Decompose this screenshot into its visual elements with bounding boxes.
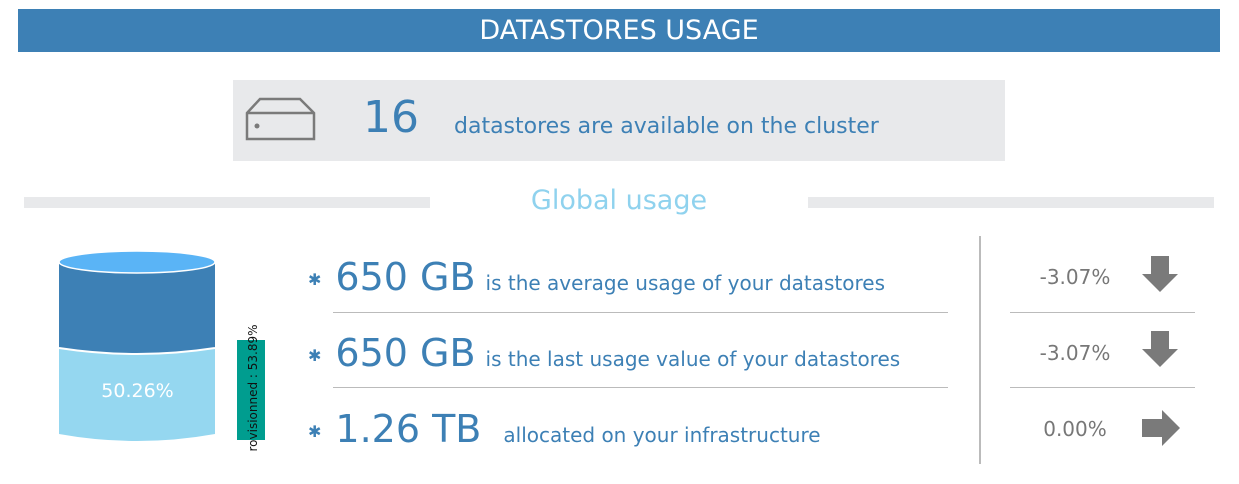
arrow-down-icon: [1142, 331, 1178, 367]
bullet-icon: ✱: [308, 346, 322, 365]
stat-last: ✱ 650 GB is the last usage value of your d…: [308, 331, 900, 375]
provisioned-label: rovisionned : 53.89%: [246, 323, 260, 452]
change-last: -3.07%: [1039, 341, 1111, 365]
change-average: -3.07%: [1039, 265, 1111, 289]
divider-right: [808, 197, 1214, 208]
divider: [333, 387, 948, 388]
cylinder-top: [58, 250, 216, 274]
stat-desc: is the last usage value of your datastor…: [485, 347, 901, 371]
arrow-right-icon: [1142, 410, 1180, 446]
divider: [1010, 387, 1195, 388]
change-allocated: 0.00%: [1043, 417, 1107, 441]
datastore-count-text: datastores are available on the cluster: [454, 114, 879, 139]
bullet-icon: ✱: [308, 422, 322, 441]
stat-average: ✱ 650 GB is the average usage of your data…: [308, 255, 885, 299]
page-title: DATASTORES USAGE: [18, 9, 1220, 52]
divider: [333, 312, 948, 313]
stat-allocated: ✱ 1.26 TB allocated on your infrastructure: [308, 407, 821, 451]
used-segment: [59, 342, 215, 441]
stat-value: 650 GB: [335, 255, 476, 299]
stat-value: 650 GB: [335, 331, 476, 375]
provisioned-bar: [237, 340, 265, 440]
server-icon: [245, 97, 316, 141]
free-segment: [59, 262, 215, 354]
divider: [1010, 312, 1195, 313]
arrow-down-icon: [1142, 256, 1178, 292]
divider-left: [24, 197, 430, 208]
stat-desc: is the average usage of your datastores: [485, 271, 886, 295]
used-percent: 50.26%: [101, 380, 174, 402]
provisioned-label-wrap: rovisionned : 53.89%: [238, 320, 268, 455]
datastore-count: 16: [363, 92, 419, 143]
stat-value: 1.26 TB: [335, 407, 482, 451]
vertical-divider: [979, 236, 981, 464]
stat-desc: allocated on your infrastructure: [503, 423, 821, 447]
usage-cylinder: [58, 250, 216, 441]
section-title: Global usage: [530, 185, 708, 216]
datastore-count-panel: [233, 80, 1005, 161]
bullet-icon: ✱: [308, 270, 322, 289]
